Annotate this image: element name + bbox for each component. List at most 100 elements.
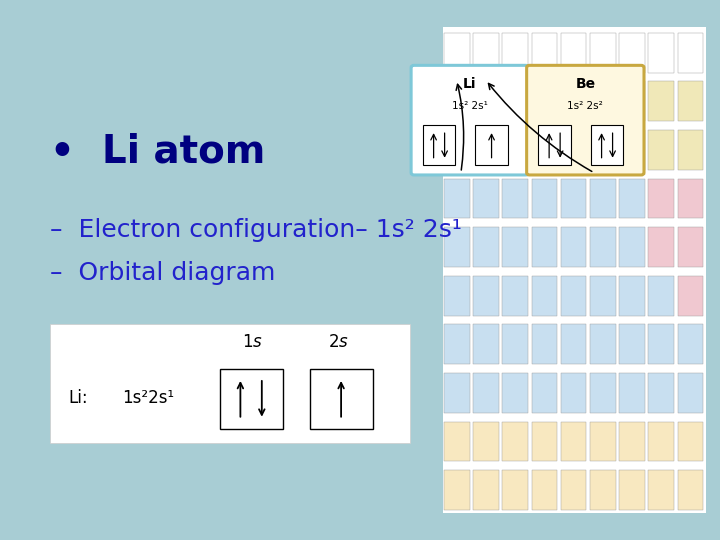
- Bar: [503, 130, 528, 170]
- Bar: [649, 422, 674, 462]
- Text: Be: Be: [575, 77, 595, 91]
- Bar: [503, 470, 528, 510]
- Bar: [678, 82, 703, 122]
- Bar: [649, 470, 674, 510]
- Bar: [531, 470, 557, 510]
- Text: 1s² 2s¹: 1s² 2s¹: [452, 102, 487, 111]
- Text: •  Li atom: • Li atom: [50, 132, 266, 170]
- Bar: [473, 33, 499, 73]
- Bar: [678, 179, 703, 219]
- Bar: [220, 369, 282, 429]
- Bar: [590, 130, 616, 170]
- FancyBboxPatch shape: [441, 78, 472, 124]
- Bar: [444, 373, 469, 413]
- Bar: [561, 325, 587, 364]
- Bar: [444, 227, 469, 267]
- Bar: [561, 130, 587, 170]
- Bar: [678, 227, 703, 267]
- Bar: [531, 422, 557, 462]
- Bar: [649, 130, 674, 170]
- Bar: [619, 276, 645, 316]
- Bar: [678, 373, 703, 413]
- Bar: [561, 373, 587, 413]
- Bar: [561, 179, 587, 219]
- FancyBboxPatch shape: [411, 65, 528, 175]
- Text: –  Orbital diagram: – Orbital diagram: [50, 261, 276, 285]
- Bar: [50, 324, 410, 443]
- Text: –  Electron configuration– 1s² 2s¹: – Electron configuration– 1s² 2s¹: [50, 218, 462, 241]
- Bar: [590, 373, 616, 413]
- Bar: [503, 227, 528, 267]
- Bar: [619, 373, 645, 413]
- Text: $1s$: $1s$: [241, 333, 263, 351]
- Bar: [590, 422, 616, 462]
- FancyBboxPatch shape: [526, 65, 644, 175]
- Bar: [503, 373, 528, 413]
- Bar: [531, 276, 557, 316]
- Bar: [561, 470, 587, 510]
- Bar: [649, 276, 674, 316]
- Bar: [473, 373, 499, 413]
- Bar: [590, 276, 616, 316]
- Bar: [531, 33, 557, 73]
- Bar: [531, 227, 557, 267]
- Bar: [503, 422, 528, 462]
- Bar: [619, 179, 645, 219]
- Bar: [539, 125, 571, 165]
- Bar: [531, 373, 557, 413]
- Bar: [444, 179, 469, 219]
- Bar: [561, 422, 587, 462]
- Bar: [590, 33, 616, 73]
- Bar: [473, 325, 499, 364]
- Bar: [444, 470, 469, 510]
- Bar: [531, 82, 557, 122]
- Bar: [503, 179, 528, 219]
- Bar: [444, 276, 469, 316]
- Bar: [619, 325, 645, 364]
- Bar: [678, 470, 703, 510]
- Bar: [590, 179, 616, 219]
- Text: $2s$: $2s$: [328, 333, 349, 351]
- Bar: [561, 227, 587, 267]
- Bar: [590, 82, 616, 122]
- Bar: [310, 369, 373, 429]
- Bar: [561, 276, 587, 316]
- Bar: [473, 227, 499, 267]
- Bar: [678, 33, 703, 73]
- Bar: [649, 179, 674, 219]
- Bar: [444, 422, 469, 462]
- Bar: [473, 422, 499, 462]
- Bar: [649, 82, 674, 122]
- Bar: [649, 325, 674, 364]
- Bar: [561, 33, 587, 73]
- Bar: [619, 470, 645, 510]
- Bar: [503, 276, 528, 316]
- Bar: [473, 470, 499, 510]
- Bar: [590, 325, 616, 364]
- Bar: [649, 227, 674, 267]
- Bar: [531, 179, 557, 219]
- Bar: [503, 82, 528, 122]
- Bar: [561, 82, 587, 122]
- Bar: [619, 227, 645, 267]
- Bar: [444, 33, 469, 73]
- Bar: [678, 422, 703, 462]
- Bar: [503, 325, 528, 364]
- Bar: [473, 130, 499, 170]
- FancyBboxPatch shape: [470, 78, 502, 124]
- Bar: [444, 325, 469, 364]
- Bar: [590, 227, 616, 267]
- Bar: [475, 125, 508, 165]
- Bar: [678, 325, 703, 364]
- Bar: [531, 130, 557, 170]
- Bar: [443, 27, 706, 513]
- Bar: [473, 82, 499, 122]
- Bar: [531, 325, 557, 364]
- Bar: [444, 130, 469, 170]
- Bar: [591, 125, 624, 165]
- Text: Li: Li: [463, 77, 477, 91]
- Bar: [590, 470, 616, 510]
- Bar: [619, 130, 645, 170]
- Bar: [423, 125, 455, 165]
- Text: 1s²2s¹: 1s²2s¹: [122, 389, 174, 407]
